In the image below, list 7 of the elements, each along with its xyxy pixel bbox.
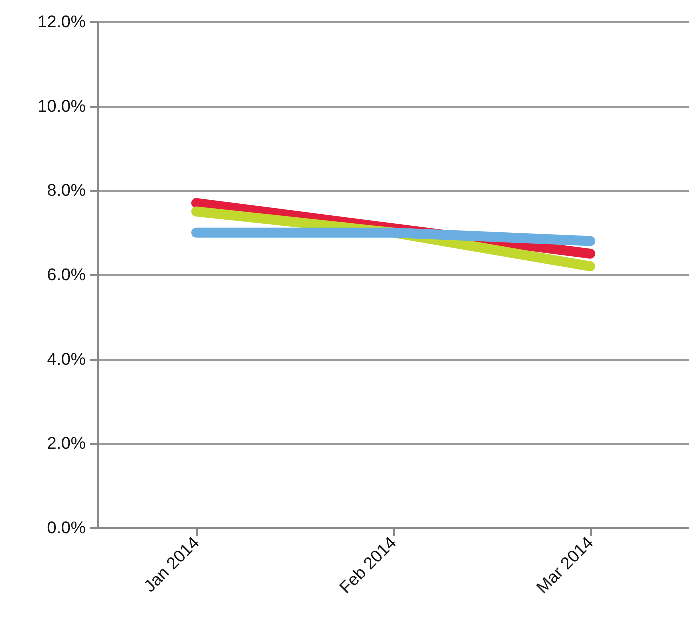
y-tick-label: 6.0%: [47, 266, 86, 284]
y-tick-label: 12.0%: [38, 12, 86, 32]
y-tick-label: 4.0%: [47, 350, 86, 369]
y-tick-label: 10.0%: [38, 96, 86, 116]
y-tick-label: 2.0%: [47, 434, 86, 454]
y-tick-label: 8.0%: [47, 181, 86, 200]
y-tick-label: 0.0%: [47, 518, 86, 538]
